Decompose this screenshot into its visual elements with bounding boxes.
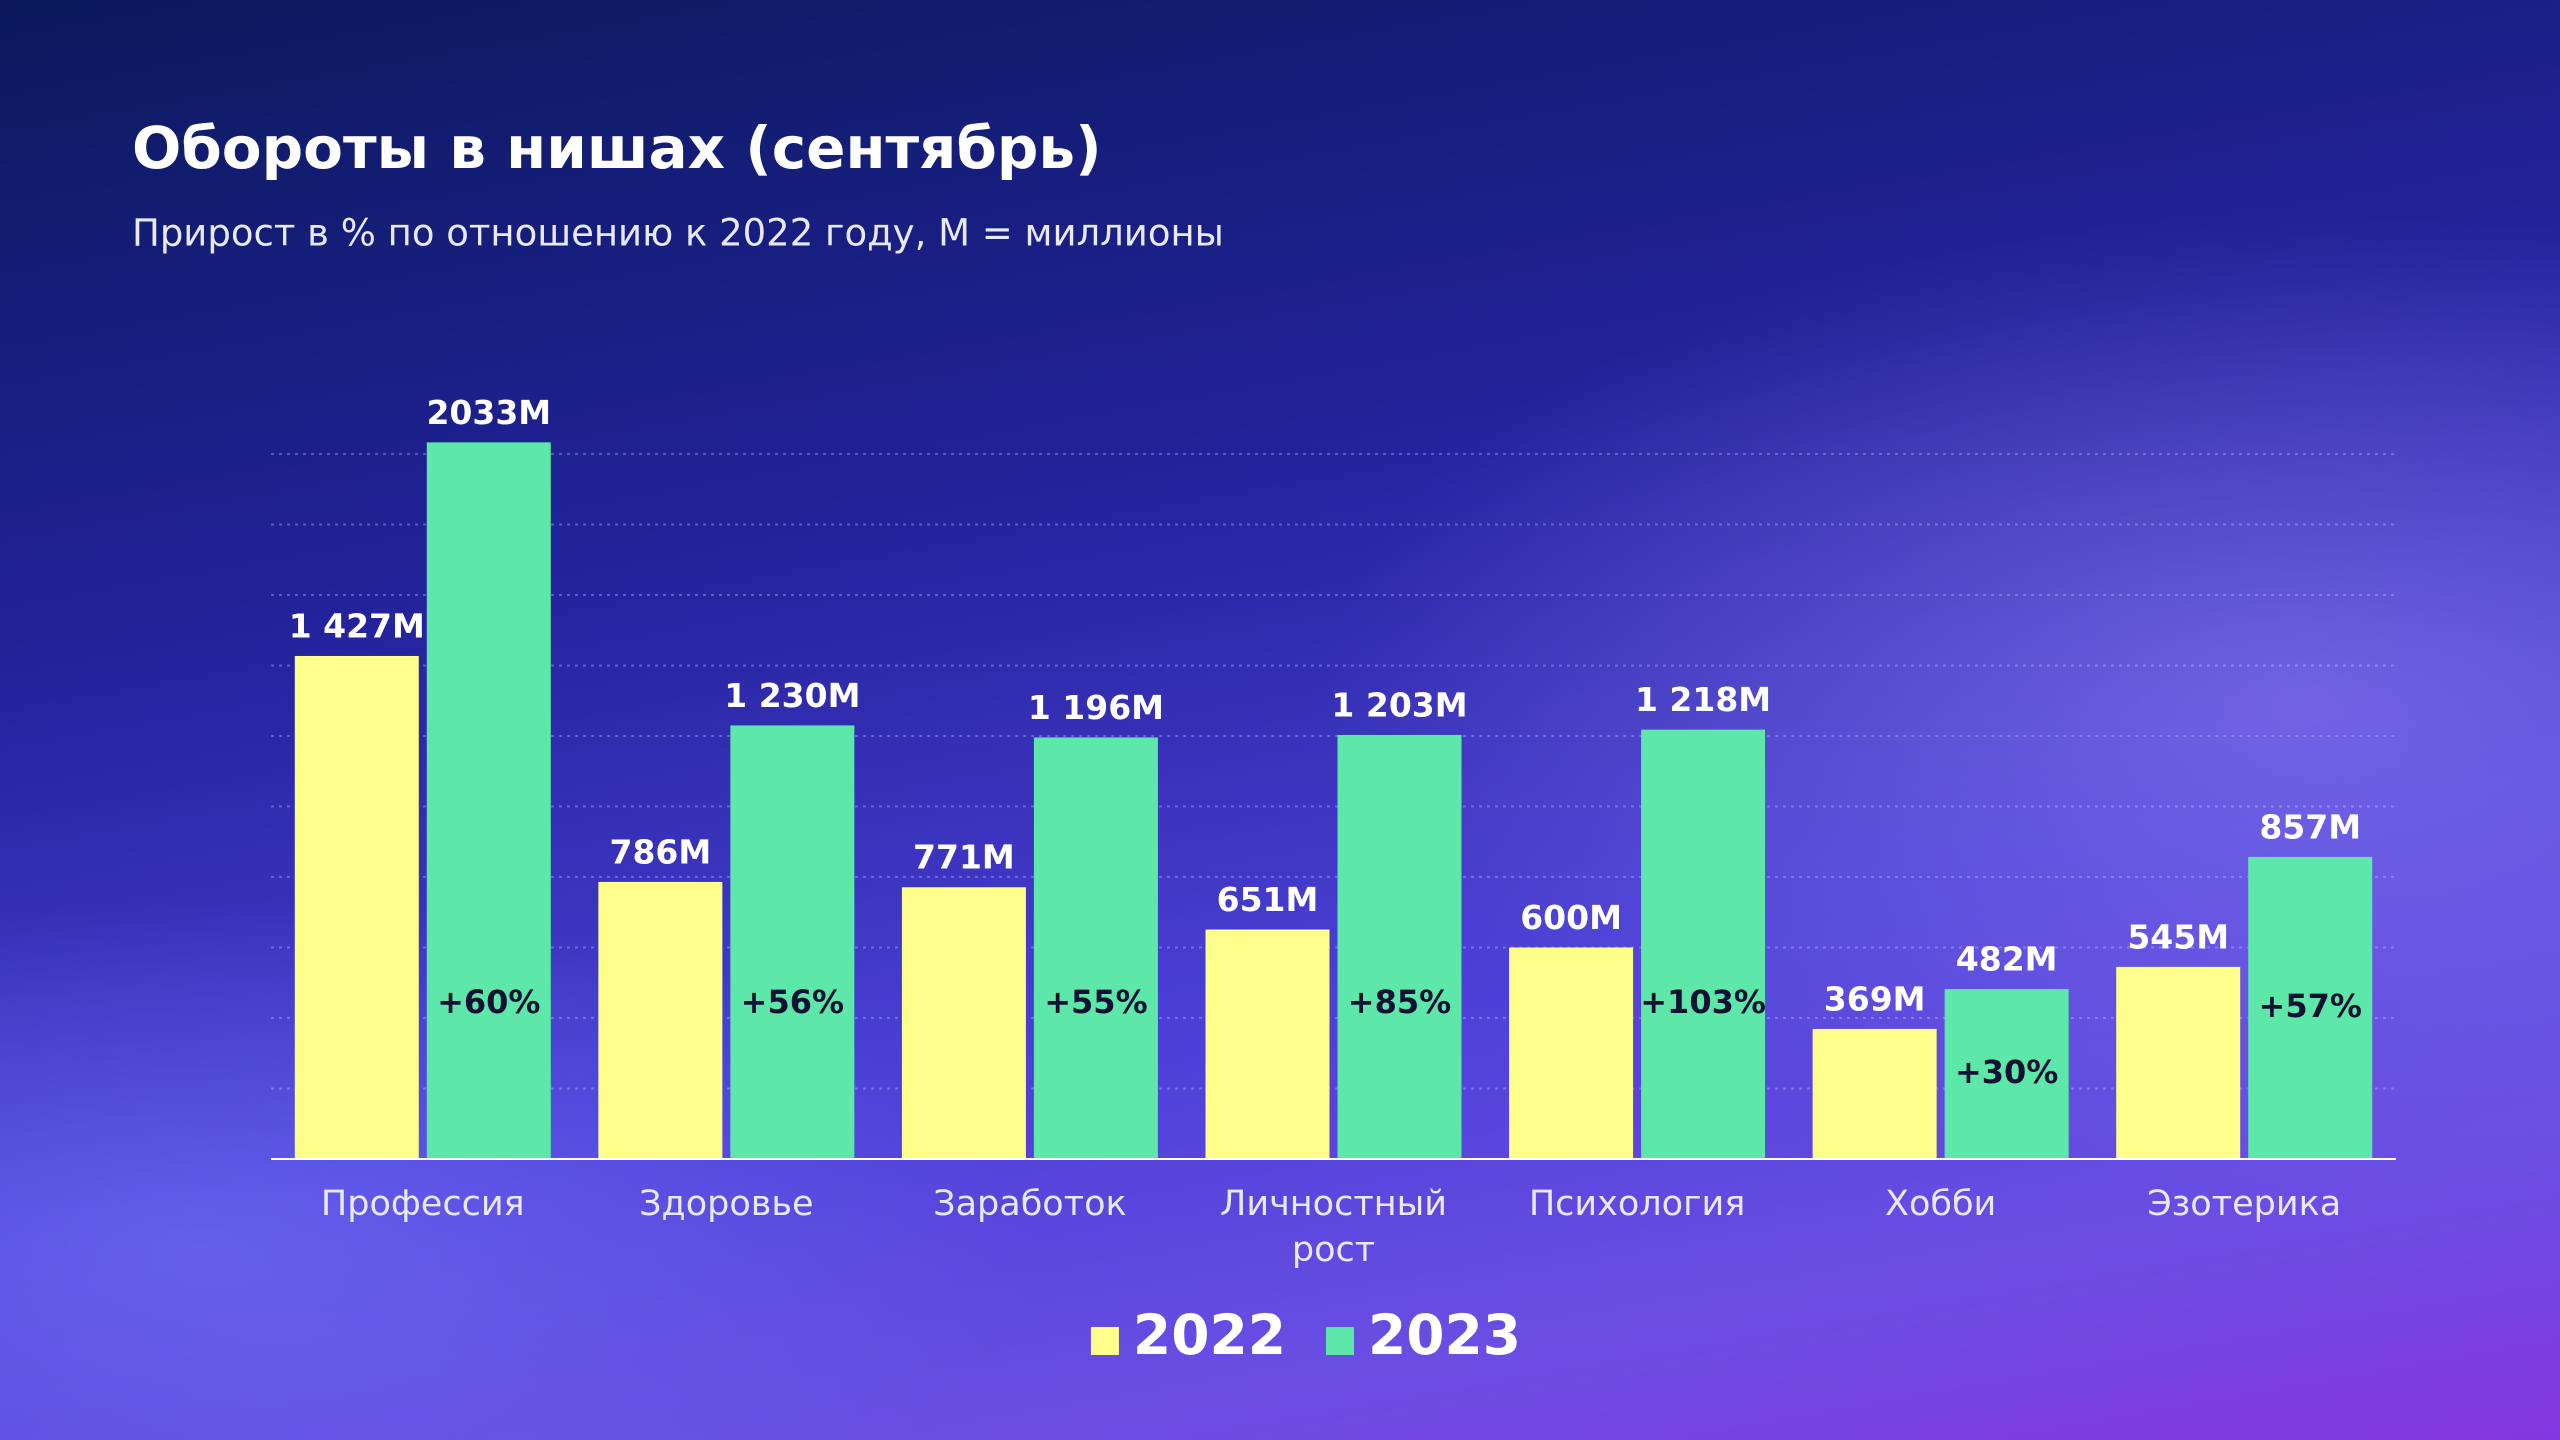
bar (426, 442, 551, 1159)
growth-label: +85% (1348, 983, 1451, 1021)
bar (1812, 1028, 1937, 1159)
bar (598, 881, 723, 1159)
x-tick-label: Хобби (1884, 1184, 1997, 1224)
value-label: 369M (1824, 979, 1926, 1018)
value-label: 771M (913, 838, 1015, 877)
bar (901, 887, 1026, 1159)
value-label: 1 196M (1028, 688, 1164, 727)
value-label: 482M (1956, 940, 2058, 979)
chart-title: Обороты в нишах (сентябрь) (132, 114, 1102, 182)
legend-swatch (1326, 1327, 1354, 1355)
bar (1337, 734, 1462, 1159)
x-tick-label: Профессия (320, 1184, 525, 1224)
bar (2248, 856, 2373, 1159)
bar (294, 655, 419, 1159)
legend-swatch (1090, 1327, 1119, 1355)
bar (2116, 966, 2241, 1159)
legend-label: 2023 (1368, 1303, 1521, 1367)
bar (1641, 729, 1766, 1159)
value-label: 786M (609, 832, 711, 871)
growth-label: +57% (2259, 987, 2362, 1025)
value-label: 1 203M (1331, 685, 1467, 724)
value-label: 2033M (426, 393, 551, 432)
value-label: 545M (2127, 917, 2229, 956)
growth-label: +30% (1955, 1053, 2058, 1091)
growth-label: +56% (741, 983, 844, 1021)
value-label: 600M (1520, 898, 1622, 937)
bar (1205, 929, 1330, 1159)
chart-subtitle: Прирост в % по отношению к 2022 году, М … (132, 212, 1224, 255)
x-tick-label: Здоровье (639, 1184, 814, 1224)
growth-label: +103% (1640, 983, 1766, 1021)
bar (730, 725, 855, 1159)
x-tick-label: Психология (1528, 1184, 1746, 1224)
growth-label: +60% (437, 983, 540, 1021)
value-label: 651M (1217, 880, 1319, 919)
x-tick-label: Заработок (933, 1184, 1127, 1224)
value-label: 1 427M (289, 606, 425, 645)
x-tick-label: Личностный рост (1220, 1184, 1447, 1270)
value-label: 1 218M (1635, 680, 1771, 719)
value-label: 1 230M (724, 676, 860, 715)
legend-label: 2022 (1133, 1303, 1286, 1367)
bar (1033, 737, 1158, 1159)
x-tick-label: Эзотерика (2147, 1184, 2342, 1224)
bar (1509, 947, 1634, 1159)
growth-label: +55% (1044, 983, 1147, 1021)
bar (1944, 989, 2069, 1159)
value-label: 857M (2259, 807, 2361, 846)
